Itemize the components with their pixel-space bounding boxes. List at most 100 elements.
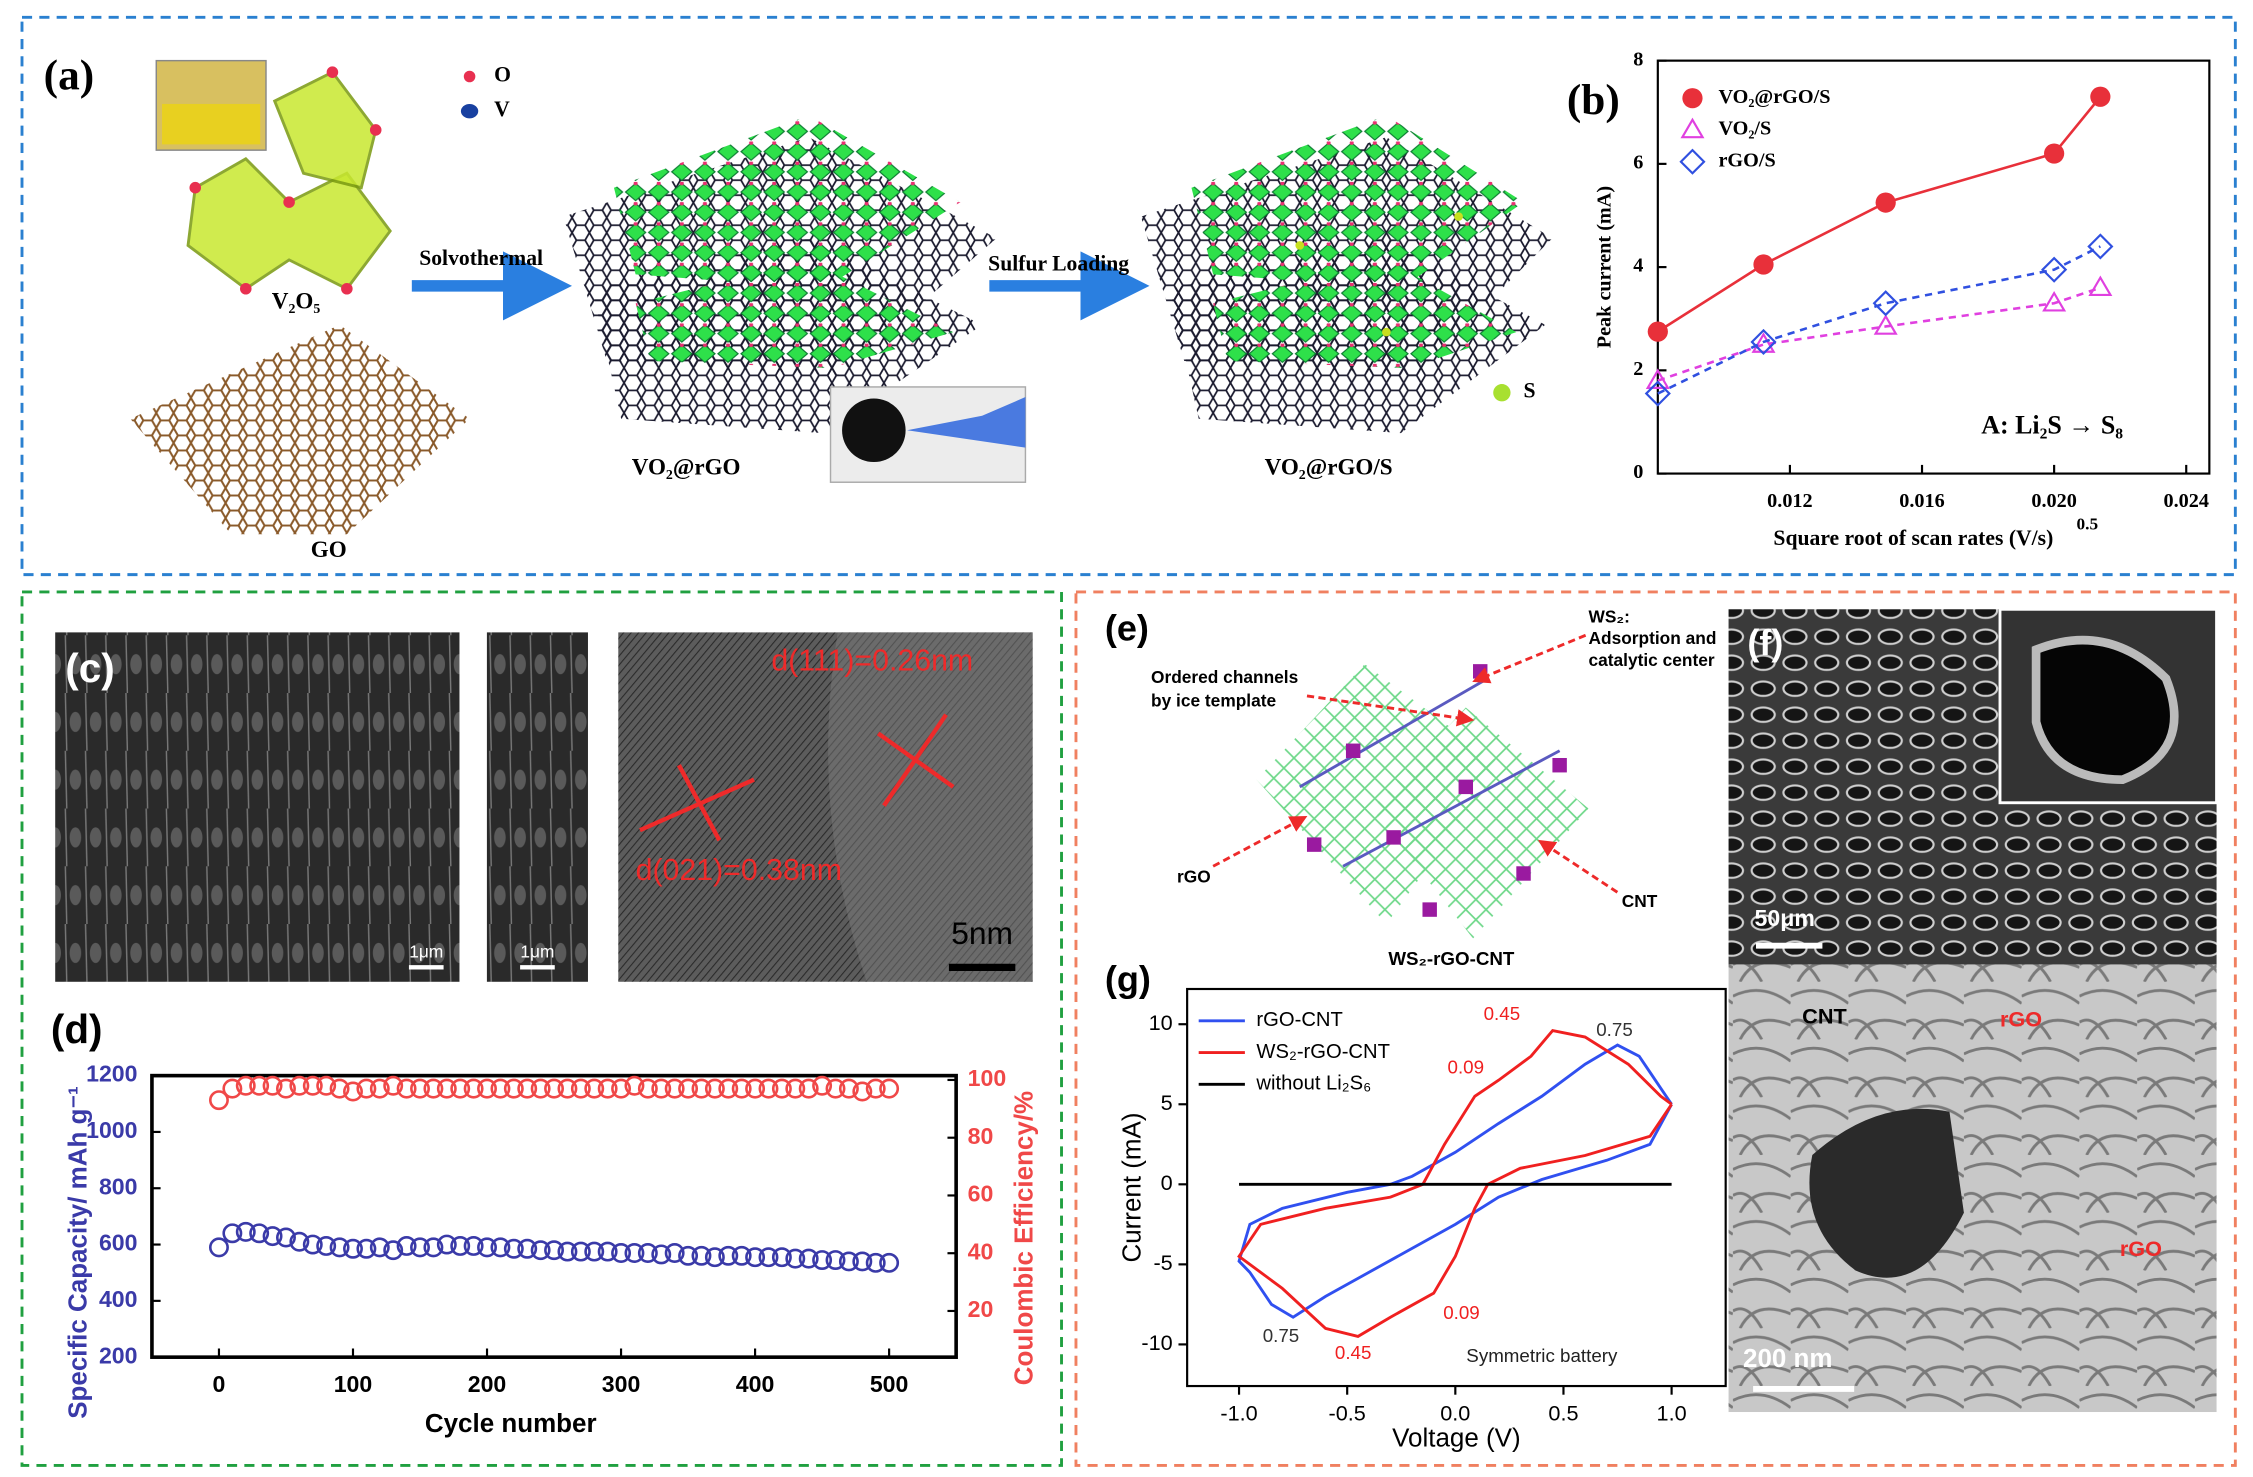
point	[678, 1078, 699, 1099]
x-tick-label: 0.0	[1440, 1401, 1470, 1426]
point	[276, 1078, 296, 1099]
y-tick-label: 600	[99, 1230, 138, 1256]
point	[879, 1078, 900, 1099]
point	[490, 1237, 511, 1258]
point	[2044, 143, 2065, 164]
point	[1873, 314, 1898, 335]
panel-label: (b)	[1567, 76, 1620, 124]
point	[664, 1243, 685, 1263]
scale-label: 200 nm	[1743, 1343, 1833, 1373]
panel-e: (e) WS₂: Adsorption and catalytic center…	[1105, 607, 1717, 970]
point	[785, 1248, 806, 1269]
y2-tick-label: 100	[968, 1065, 1007, 1091]
panel-c: (c) 1μm 1μm 5nm d(111)=0.26nm d(021)=0.3…	[55, 632, 1033, 982]
legend-marker	[1682, 88, 1703, 109]
point	[396, 1235, 417, 1256]
point	[450, 1078, 471, 1099]
point	[517, 1238, 538, 1259]
annotation: CNT	[1622, 891, 1658, 911]
caption: WS₂-rGO-CNT	[1388, 948, 1515, 969]
point	[758, 1078, 779, 1099]
point	[838, 1078, 859, 1099]
x-tick-label: 0.5	[1548, 1401, 1578, 1426]
point	[812, 1075, 833, 1096]
x-tick-label: -1.0	[1220, 1401, 1257, 1426]
point	[771, 1247, 792, 1268]
point	[584, 1078, 605, 1099]
point	[557, 1241, 578, 1262]
point	[785, 1078, 806, 1099]
point	[329, 1237, 350, 1258]
annotation: WS₂:	[1589, 607, 1630, 627]
point	[745, 1247, 766, 1268]
point	[879, 1252, 900, 1273]
x-tick-label: 1.0	[1657, 1401, 1687, 1426]
panel-label: (f)	[1747, 622, 1783, 663]
chart: (g) -1.0 -0.5 0.0 0.5 1.0 -10 -5 0 5 10 rGO-CNT WS₂-…	[1105, 958, 1727, 1452]
vo2-layer	[613, 115, 961, 289]
point	[2041, 256, 2068, 283]
point	[289, 1075, 310, 1096]
schematic	[1256, 664, 1502, 925]
legend-dot	[1493, 384, 1511, 402]
point	[611, 1078, 632, 1099]
x-tick-label: 200	[468, 1371, 507, 1397]
point	[678, 1245, 699, 1266]
point	[651, 1244, 672, 1265]
point	[584, 1241, 605, 1262]
photo-disc	[842, 398, 906, 463]
y-tick-label: 8	[1633, 48, 1643, 70]
point	[396, 1078, 417, 1099]
tem-particle	[1809, 1108, 1964, 1278]
x-tick-label: -0.5	[1329, 1401, 1366, 1426]
fit-line	[1657, 245, 2101, 395]
scale-label: 1μm	[520, 941, 554, 961]
y-tick-label: 2	[1633, 358, 1643, 380]
point	[490, 1078, 511, 1099]
point	[249, 1075, 270, 1096]
y2-axis-title: Coulombic Efficiency/%	[1008, 1091, 1038, 1385]
annotation: d(021)=0.38nm	[636, 854, 842, 887]
point	[704, 1247, 725, 1268]
annotation: d(111)=0.26nm	[771, 645, 973, 678]
go-sheet	[130, 324, 470, 535]
legend-dot	[460, 103, 479, 119]
point	[838, 1251, 859, 1272]
y-tick-label: 6	[1633, 152, 1643, 174]
point	[343, 1081, 363, 1102]
y-tick-label: -5	[1153, 1250, 1172, 1275]
legend-dot	[463, 70, 476, 83]
point	[222, 1223, 243, 1244]
point	[2090, 86, 2111, 107]
y2-tick-label: 40	[968, 1238, 994, 1264]
annotation: rGO	[2120, 1236, 2162, 1261]
fit-line	[1657, 286, 2101, 382]
point	[410, 1078, 430, 1099]
step-label: Solvothermal	[419, 246, 543, 270]
x-tick-label: 0.020	[2031, 490, 2076, 512]
point	[235, 1221, 256, 1242]
plot-frame	[150, 1073, 958, 1359]
vo2-layer	[635, 259, 954, 369]
point	[691, 1245, 712, 1266]
point	[410, 1237, 430, 1258]
point	[865, 1252, 886, 1273]
point	[664, 1078, 685, 1099]
curve	[1237, 1029, 1673, 1338]
point	[262, 1075, 283, 1096]
point	[477, 1237, 497, 1258]
point	[503, 1078, 524, 1099]
point	[436, 1234, 457, 1255]
v2o5-structure	[186, 66, 392, 295]
point	[530, 1240, 551, 1261]
y-axis-title: Specific Capacity/ mAh g⁻¹	[63, 1086, 93, 1419]
point	[463, 1235, 484, 1256]
x-tick-label: 0.012	[1767, 490, 1812, 512]
point	[637, 1078, 658, 1099]
annotation: 0.09	[1448, 1056, 1485, 1077]
scale-label: 5nm	[951, 915, 1013, 951]
y-tick-label: 200	[99, 1342, 138, 1368]
point	[1753, 254, 1774, 275]
point	[503, 1238, 524, 1259]
point	[2087, 233, 2114, 260]
